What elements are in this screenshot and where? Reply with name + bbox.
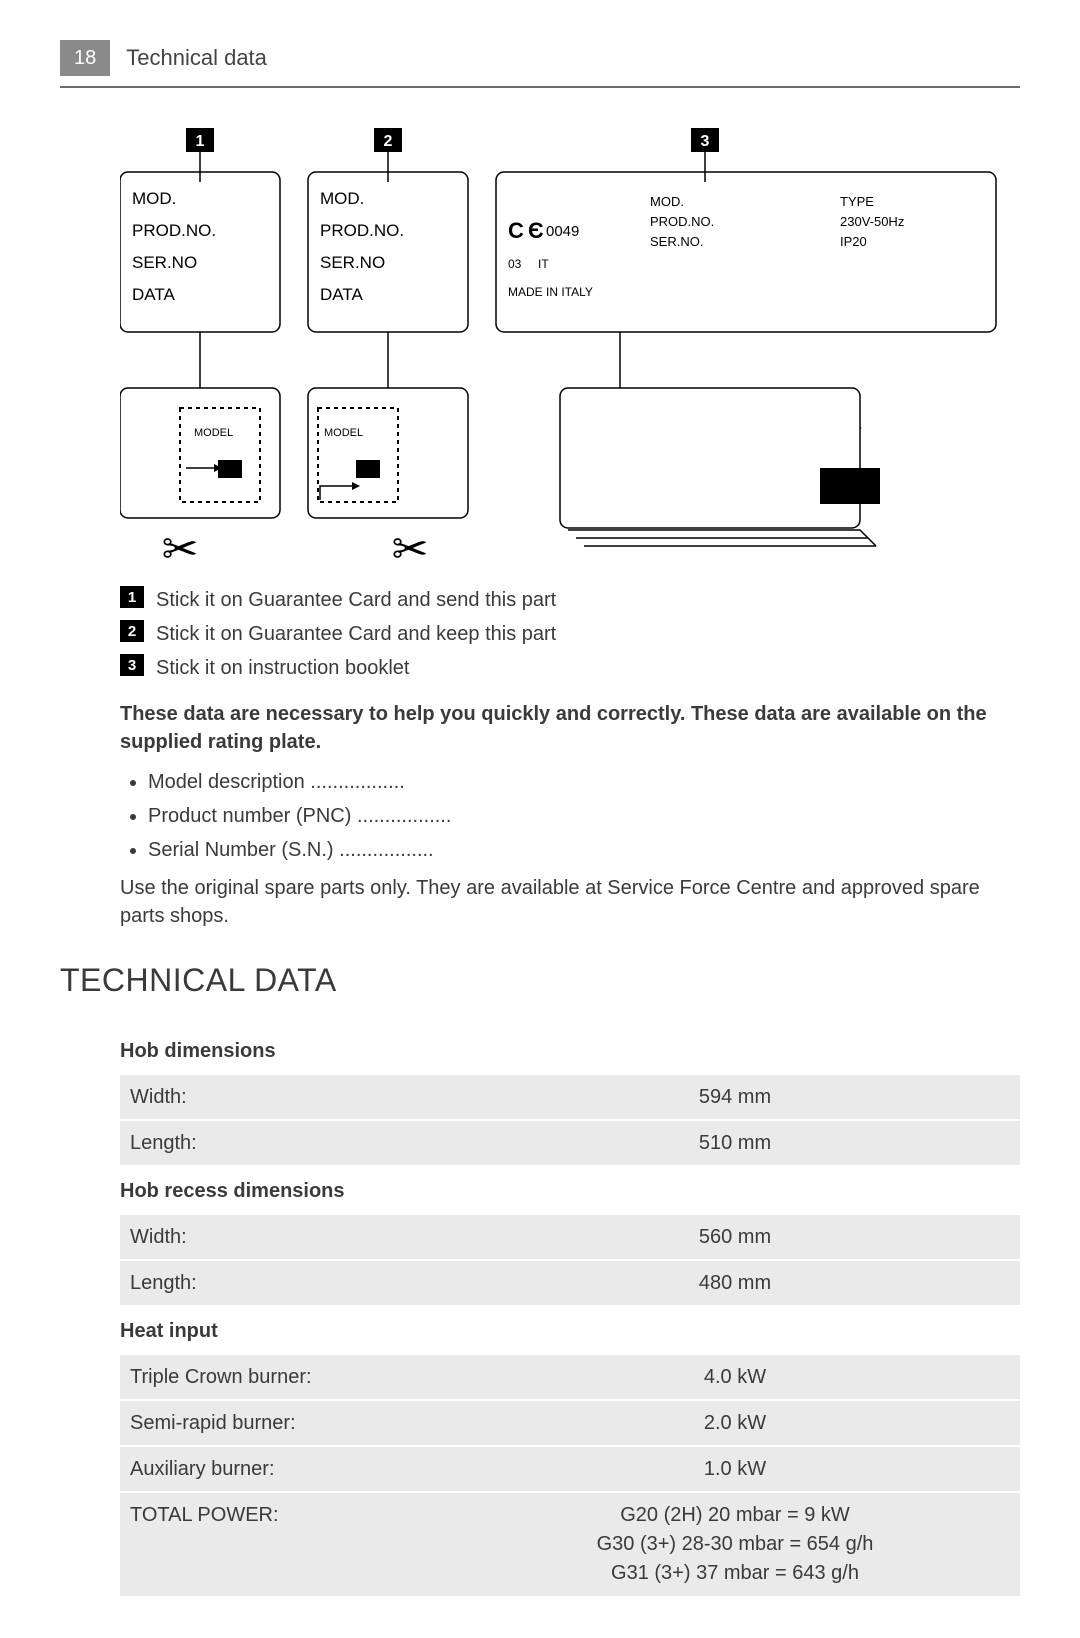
svg-text:230V-50Hz: 230V-50Hz: [840, 214, 904, 229]
svg-text:SER.NO: SER.NO: [320, 253, 385, 272]
bullet-list: Model description ................. Prod…: [120, 768, 1020, 864]
svg-text:TYPE: TYPE: [840, 194, 874, 209]
technical-data-table: Hob dimensions Width: 594 mm Length: 510…: [120, 1027, 1020, 1596]
row-label: Width:: [130, 1223, 460, 1251]
row-label: Auxiliary burner:: [130, 1455, 460, 1483]
row-value-multi: G20 (2H) 20 mbar = 9 kW G30 (3+) 28-30 m…: [460, 1501, 1010, 1588]
row-value: 2.0 kW: [460, 1409, 1010, 1437]
svg-text:DATA: DATA: [132, 285, 175, 304]
svg-text:PROD.NO.: PROD.NO.: [132, 221, 216, 240]
legend-text-3: Stick it on instruction booklet: [156, 654, 409, 682]
group-hob-recess: Hob recess dimensions: [120, 1167, 1020, 1215]
svg-text:2: 2: [384, 133, 393, 150]
table-row: Width: 594 mm: [120, 1075, 1020, 1119]
total-power-line-2: G30 (3+) 28-30 mbar = 654 g/h: [460, 1530, 1010, 1559]
svg-text:3: 3: [701, 133, 710, 150]
svg-text:0049: 0049: [546, 223, 579, 240]
svg-text:MOD.: MOD.: [320, 189, 364, 208]
svg-text:Є: Є: [528, 218, 544, 243]
svg-text:IT: IT: [538, 257, 549, 271]
legend-badge-2: 2: [120, 620, 144, 642]
legend-text-2: Stick it on Guarantee Card and keep this…: [156, 620, 556, 648]
table-row: Length: 480 mm: [120, 1261, 1020, 1305]
table-row: Triple Crown burner: 4.0 kW: [120, 1355, 1020, 1399]
group-heat-input: Heat input: [120, 1307, 1020, 1355]
table-row: Semi-rapid burner: 2.0 kW: [120, 1401, 1020, 1445]
section-heading: TECHNICAL DATA: [60, 958, 1020, 1003]
legend-text-1: Stick it on Guarantee Card and send this…: [156, 586, 556, 614]
row-value: 560 mm: [460, 1223, 1010, 1251]
row-value: 510 mm: [460, 1129, 1010, 1157]
svg-text:✂: ✂: [392, 525, 429, 568]
row-label: Triple Crown burner:: [130, 1363, 460, 1391]
svg-text:PROD.NO.: PROD.NO.: [650, 214, 714, 229]
legend-badge-3: 3: [120, 654, 144, 676]
spare-parts-paragraph: Use the original spare parts only. They …: [120, 874, 1020, 930]
svg-text:C: C: [508, 218, 524, 243]
row-value: 480 mm: [460, 1269, 1010, 1297]
row-label: Width:: [130, 1083, 460, 1111]
legend-badge-1: 1: [120, 586, 144, 608]
header-title: Technical data: [126, 43, 267, 74]
svg-text:1: 1: [196, 133, 205, 150]
svg-text:MODEL: MODEL: [194, 427, 233, 439]
total-power-line-1: G20 (2H) 20 mbar = 9 kW: [460, 1501, 1010, 1530]
svg-text:MADE IN ITALY: MADE IN ITALY: [508, 285, 593, 299]
bullet-model: Model description .................: [148, 768, 1020, 796]
group-hob-dimensions: Hob dimensions: [120, 1027, 1020, 1075]
row-label: Semi-rapid burner:: [130, 1409, 460, 1437]
table-row: Auxiliary burner: 1.0 kW: [120, 1447, 1020, 1491]
svg-text:PROD.NO.: PROD.NO.: [320, 221, 404, 240]
bullet-pnc: Product number (PNC) .................: [148, 802, 1020, 830]
table-row-total-power: TOTAL POWER: G20 (2H) 20 mbar = 9 kW G30…: [120, 1493, 1020, 1596]
legend-item-2: 2 Stick it on Guarantee Card and keep th…: [120, 620, 1020, 648]
table-row: Width: 560 mm: [120, 1215, 1020, 1259]
svg-text:SER.NO.: SER.NO.: [650, 234, 703, 249]
row-label: Length:: [130, 1269, 460, 1297]
row-value: 1.0 kW: [460, 1455, 1010, 1483]
table-row: Length: 510 mm: [120, 1121, 1020, 1165]
svg-text:DATA: DATA: [320, 285, 363, 304]
label-diagram: MODEL MODEL 1 2 3 MOD. PROD.NO. SER.NO D…: [120, 128, 1020, 568]
row-label: Length:: [130, 1129, 460, 1157]
total-power-line-3: G31 (3+) 37 mbar = 643 g/h: [460, 1559, 1010, 1588]
svg-text:MOD.: MOD.: [650, 194, 684, 209]
row-value: 4.0 kW: [460, 1363, 1010, 1391]
svg-text:SER.NO: SER.NO: [132, 253, 197, 272]
bullet-sn: Serial Number (S.N.) .................: [148, 836, 1020, 864]
row-label: TOTAL POWER:: [130, 1501, 460, 1588]
legend-item-3: 3 Stick it on instruction booklet: [120, 654, 1020, 682]
svg-text:MOD.: MOD.: [132, 189, 176, 208]
legend-item-1: 1 Stick it on Guarantee Card and send th…: [120, 586, 1020, 614]
svg-text:✂: ✂: [162, 525, 199, 568]
page-header: 18 Technical data: [60, 40, 1020, 88]
svg-text:03: 03: [508, 257, 522, 271]
diagram-svg: MODEL MODEL 1 2 3 MOD. PROD.NO. SER.NO D…: [120, 128, 1000, 568]
svg-text:IP20: IP20: [840, 234, 867, 249]
bold-paragraph: These data are necessary to help you qui…: [120, 700, 1020, 756]
legend-list: 1 Stick it on Guarantee Card and send th…: [120, 586, 1020, 682]
row-value: 594 mm: [460, 1083, 1010, 1111]
page-number-badge: 18: [60, 40, 110, 76]
svg-text:MODEL: MODEL: [324, 427, 363, 439]
